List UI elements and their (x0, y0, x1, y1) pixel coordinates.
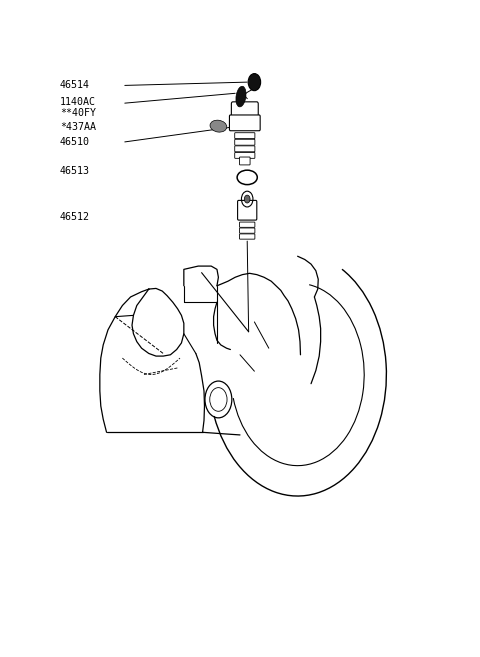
FancyBboxPatch shape (240, 157, 250, 165)
FancyBboxPatch shape (235, 146, 255, 152)
Text: 46514: 46514 (60, 80, 90, 91)
Circle shape (244, 195, 250, 203)
Text: **40FY: **40FY (60, 108, 96, 118)
Circle shape (248, 74, 261, 91)
FancyBboxPatch shape (231, 102, 258, 120)
Ellipse shape (236, 86, 246, 107)
FancyBboxPatch shape (235, 133, 255, 139)
Ellipse shape (210, 120, 227, 132)
FancyBboxPatch shape (240, 222, 255, 227)
FancyBboxPatch shape (240, 228, 255, 233)
Text: 46513: 46513 (60, 166, 90, 176)
Text: 46510: 46510 (60, 137, 90, 147)
Text: 46512: 46512 (60, 212, 90, 222)
FancyBboxPatch shape (235, 139, 255, 145)
FancyBboxPatch shape (238, 200, 257, 220)
FancyBboxPatch shape (240, 234, 255, 239)
FancyBboxPatch shape (229, 115, 260, 131)
Text: *437AA: *437AA (60, 122, 96, 133)
Text: 1140AC: 1140AC (60, 97, 96, 107)
FancyBboxPatch shape (235, 152, 255, 158)
